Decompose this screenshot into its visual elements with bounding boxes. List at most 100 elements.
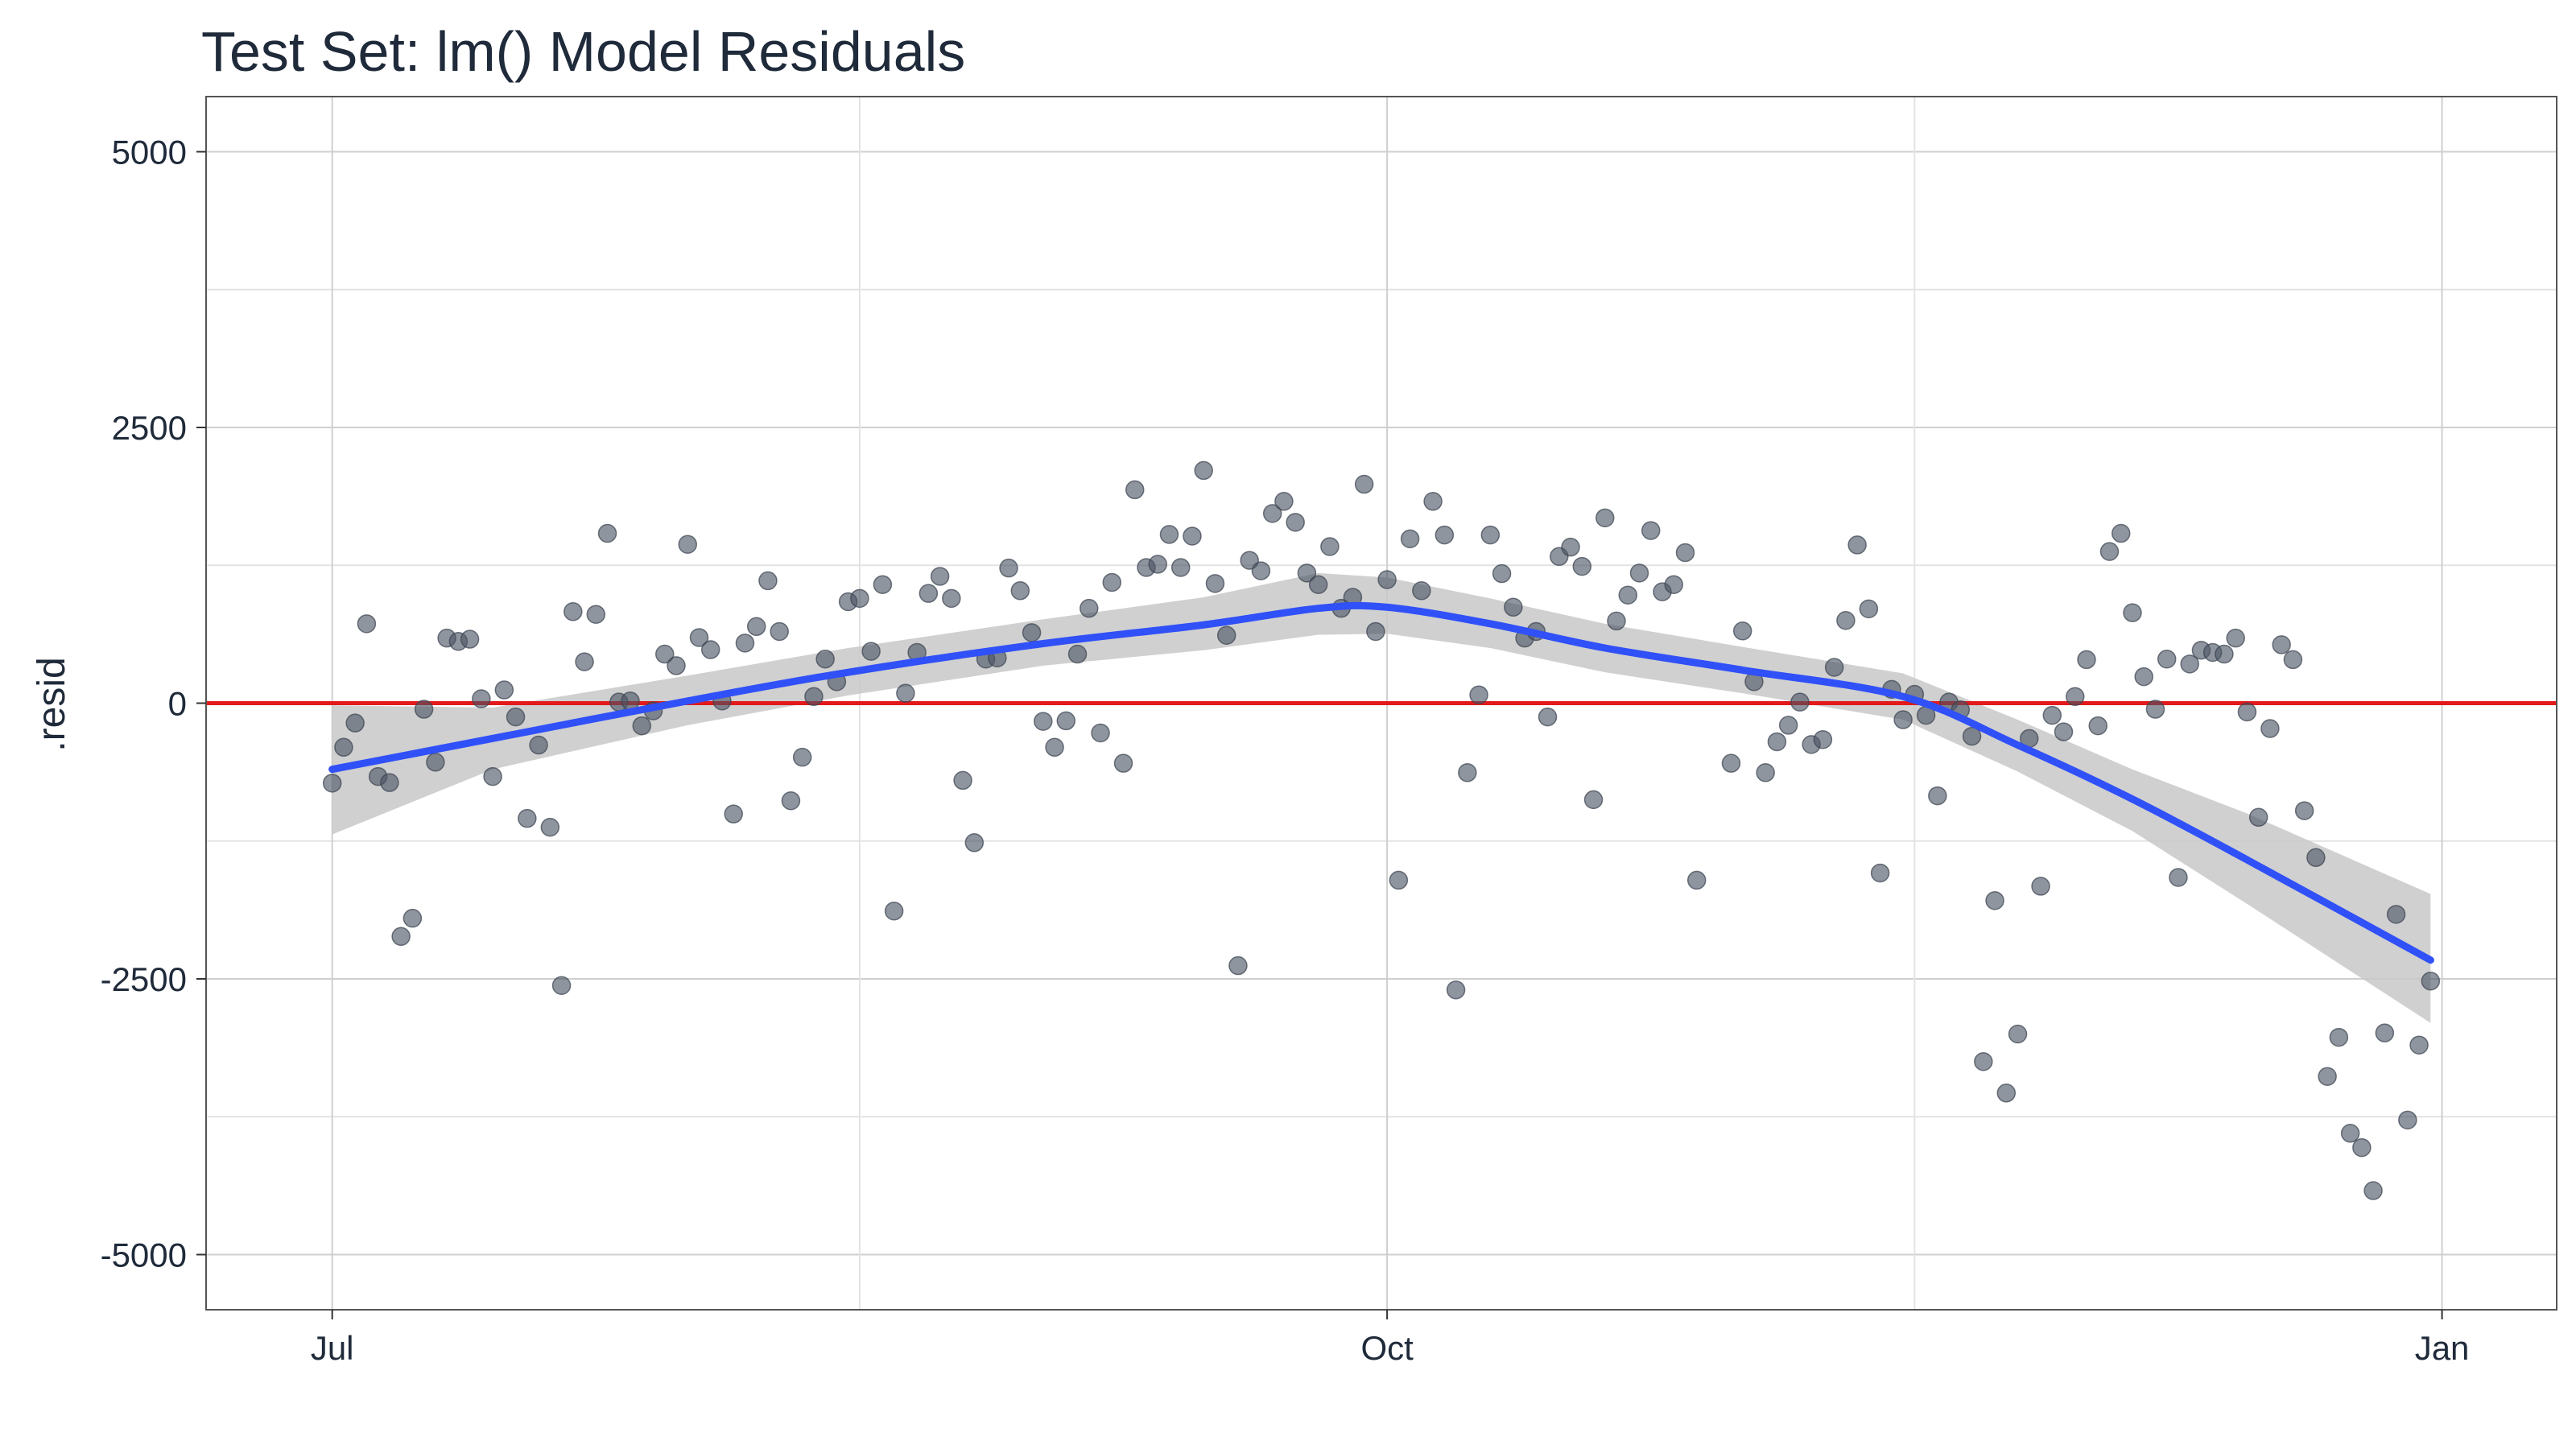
residual-point (667, 656, 686, 675)
residual-point (2145, 700, 2165, 719)
residual-point (724, 804, 743, 824)
residual-point (1400, 529, 1420, 549)
residual-point (1194, 460, 1213, 481)
residual-point (2134, 667, 2153, 687)
residual-point (2054, 722, 2074, 741)
residual-point (2329, 1027, 2349, 1047)
residual-point (483, 766, 502, 786)
residual-point (884, 901, 904, 921)
residual-point (402, 908, 423, 928)
y-tick-label: -2500 (101, 960, 187, 998)
residual-point (575, 652, 594, 671)
residual-point (2042, 705, 2062, 725)
y-tick-label: 2500 (112, 409, 187, 447)
residual-point (2421, 971, 2441, 991)
residual-point (792, 747, 812, 767)
x-tick-label: Jul (311, 1329, 354, 1367)
residual-point (1297, 564, 1317, 583)
residual-point (1205, 574, 1225, 593)
smooth-fit-line (328, 601, 2434, 964)
residual-point (1102, 572, 1122, 592)
y-axis-ticks: 5000 2500 0 -2500 -5000 (101, 134, 206, 1274)
residual-point (1458, 763, 1477, 782)
residual-point (586, 605, 606, 624)
residual-point (1274, 492, 1294, 511)
residual-point (1629, 564, 1649, 583)
residual-point (518, 808, 537, 828)
residual-point (1756, 763, 1775, 782)
y-tick-label: -5000 (101, 1236, 187, 1274)
residual-point (1538, 707, 1558, 727)
residual-point (2260, 719, 2280, 738)
residual-point (770, 621, 789, 642)
residual-point (597, 523, 617, 543)
residual-point (414, 700, 434, 719)
residual-point (1859, 599, 1879, 619)
residual-point (2386, 905, 2406, 924)
residual-point (953, 770, 972, 791)
residual-point (919, 584, 939, 603)
residual-point (1675, 543, 1695, 563)
residual-point (2294, 801, 2314, 820)
residual-point (2157, 649, 2177, 669)
residual-point (472, 689, 491, 708)
residual-point (2077, 650, 2096, 670)
residual-point (1469, 685, 1488, 704)
residual-point (1034, 712, 1053, 731)
residual-point (1320, 537, 1340, 556)
residual-point (380, 773, 399, 792)
residual-point (1870, 863, 1890, 883)
residual-point (1721, 753, 1741, 773)
residual-point (1010, 581, 1030, 601)
smooth-line-group (328, 601, 2434, 964)
residual-point (2398, 1110, 2417, 1130)
residual-point (999, 558, 1018, 578)
residual-point (1974, 1052, 1993, 1071)
residual-point (2318, 1067, 2337, 1086)
residual-point (551, 976, 572, 995)
chart-title: Test Set: lm() Model Residuals (201, 20, 965, 83)
residual-point (1262, 504, 1282, 523)
residual-point (2031, 877, 2050, 896)
residual-point (540, 817, 560, 837)
residual-point (815, 649, 835, 669)
residual-point (2008, 1024, 2028, 1044)
residual-point (1641, 521, 1661, 540)
residual-point (1504, 597, 1523, 617)
residual-point (1366, 621, 1385, 642)
residual-point (2066, 687, 2085, 707)
residual-point (391, 927, 411, 947)
confidence-band (332, 572, 2431, 1023)
residual-point (1389, 870, 1409, 890)
residual-point (1435, 525, 1455, 545)
residual-point (322, 774, 342, 793)
residual-point (1308, 575, 1328, 594)
residual-point (1183, 526, 1202, 546)
residual-point (2306, 848, 2326, 868)
residual-point (1159, 525, 1179, 544)
residual-point (426, 753, 445, 772)
residual-point (1091, 723, 1110, 743)
residual-point (942, 588, 961, 609)
residual-point (1113, 753, 1133, 773)
residual-point (1067, 644, 1088, 664)
residual-point (2111, 523, 2131, 543)
residual-point (1080, 598, 1099, 618)
residual-point (1985, 890, 2004, 910)
residual-point (2248, 807, 2268, 828)
residual-point (1572, 556, 1592, 576)
residual-point (1583, 790, 1604, 810)
residual-point (1216, 625, 1236, 645)
x-tick-label: Oct (1360, 1329, 1414, 1367)
residual-point (1767, 732, 1787, 752)
residual-point (334, 737, 353, 758)
residual-point (1480, 525, 1501, 545)
residual-point (1790, 692, 1810, 712)
residual-point (1286, 513, 1305, 532)
confidence-band-group (332, 572, 2431, 1023)
y-tick-label: 5000 (112, 134, 187, 171)
data-points (322, 460, 2441, 1200)
residual-point (1618, 585, 1637, 605)
residual-point (735, 634, 755, 653)
residual-point (1962, 726, 1982, 746)
